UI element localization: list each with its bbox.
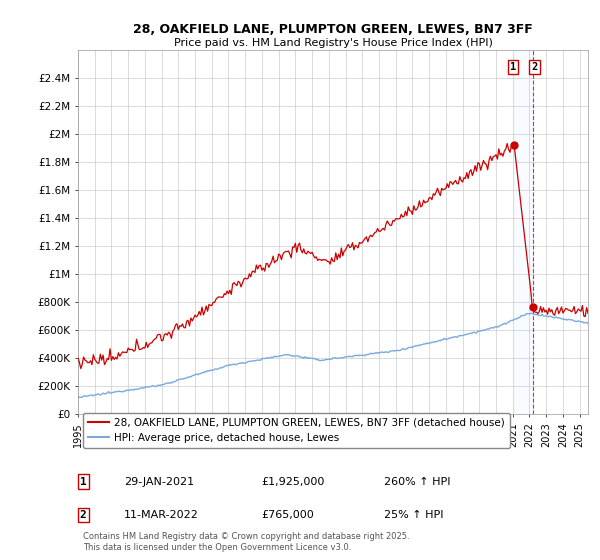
Text: 28, OAKFIELD LANE, PLUMPTON GREEN, LEWES, BN7 3FF: 28, OAKFIELD LANE, PLUMPTON GREEN, LEWES… bbox=[133, 24, 533, 36]
Text: 11-MAR-2022: 11-MAR-2022 bbox=[124, 510, 199, 520]
Text: 25% ↑ HPI: 25% ↑ HPI bbox=[384, 510, 443, 520]
Text: 2: 2 bbox=[80, 510, 86, 520]
Text: 29-JAN-2021: 29-JAN-2021 bbox=[124, 477, 194, 487]
Text: 2: 2 bbox=[532, 62, 538, 72]
Text: £765,000: £765,000 bbox=[262, 510, 314, 520]
Text: 260% ↑ HPI: 260% ↑ HPI bbox=[384, 477, 451, 487]
Text: 1: 1 bbox=[510, 62, 517, 72]
Text: £1,925,000: £1,925,000 bbox=[262, 477, 325, 487]
Bar bbox=[514, 50, 533, 414]
Text: 1: 1 bbox=[80, 477, 86, 487]
Text: Contains HM Land Registry data © Crown copyright and database right 2025.
This d: Contains HM Land Registry data © Crown c… bbox=[83, 532, 410, 552]
Legend: 28, OAKFIELD LANE, PLUMPTON GREEN, LEWES, BN7 3FF (detached house), HPI: Average: 28, OAKFIELD LANE, PLUMPTON GREEN, LEWES… bbox=[83, 413, 511, 448]
Text: Price paid vs. HM Land Registry's House Price Index (HPI): Price paid vs. HM Land Registry's House … bbox=[173, 38, 493, 48]
